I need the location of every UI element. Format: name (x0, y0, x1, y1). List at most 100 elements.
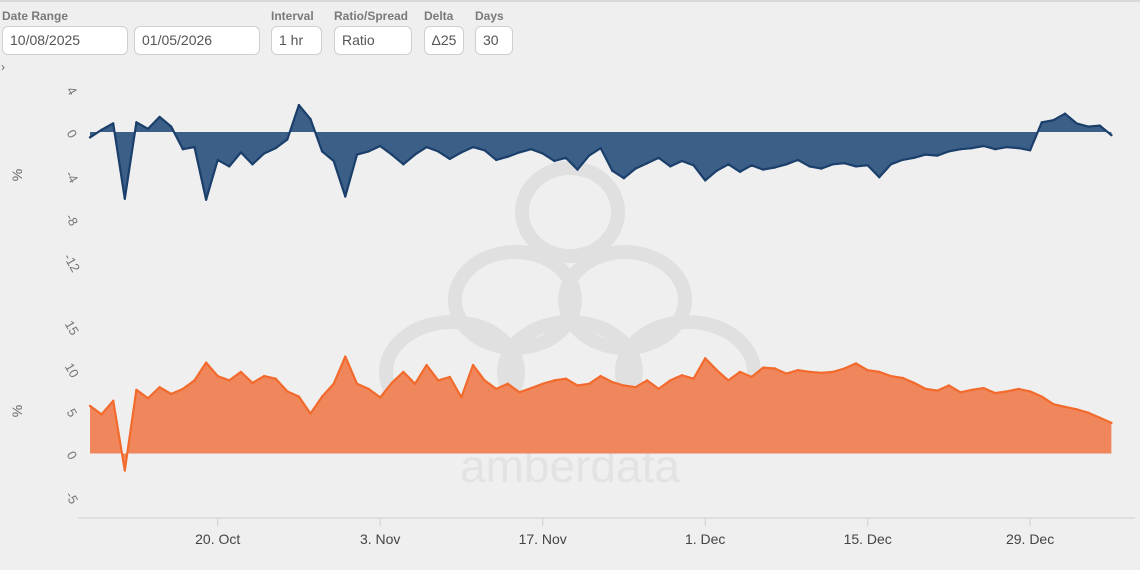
data-point (820, 371, 823, 374)
x-tick-label: 17. Nov (519, 531, 567, 547)
data-point (553, 159, 556, 163)
data-point (831, 163, 834, 166)
data-point (239, 151, 243, 154)
days-select[interactable]: 30 (475, 26, 513, 55)
data-point (1040, 395, 1044, 398)
data-point (1087, 411, 1090, 414)
data-point (204, 198, 208, 201)
data-point (808, 165, 811, 168)
data-point (529, 386, 533, 390)
data-point (158, 115, 161, 119)
data-point (181, 387, 185, 391)
data-point (738, 370, 742, 374)
data-point (251, 163, 254, 166)
series-area (90, 105, 1112, 200)
top-divider (0, 0, 1140, 2)
y-tick-label: 10 (62, 360, 82, 380)
data-point (727, 379, 730, 382)
data-point (1052, 119, 1055, 122)
data-point (924, 153, 927, 156)
data-point (483, 149, 486, 152)
y-tick-label: -4 (63, 168, 82, 186)
data-point (251, 381, 254, 385)
data-point (355, 153, 359, 156)
series-area (90, 356, 1112, 471)
data-point (88, 136, 92, 139)
data-point (657, 156, 660, 159)
data-point (553, 379, 556, 382)
data-point (123, 469, 127, 472)
data-point (506, 382, 509, 385)
data-point (402, 370, 405, 374)
data-point (100, 128, 103, 131)
data-point (680, 374, 684, 377)
data-point (518, 391, 521, 394)
data-point (262, 374, 266, 378)
data-point (112, 122, 115, 125)
data-point (274, 377, 277, 380)
data-point (483, 379, 486, 382)
data-point (669, 165, 672, 168)
data-point (1063, 112, 1067, 115)
data-point (611, 169, 614, 172)
data-point (274, 146, 277, 150)
data-point (413, 382, 417, 385)
x-tick-label: 15. Dec (844, 531, 892, 547)
data-point (645, 162, 649, 165)
data-point (773, 166, 776, 169)
data-point (402, 163, 405, 166)
data-point (866, 164, 869, 167)
days-control: Days 30 (475, 8, 513, 55)
data-point (982, 144, 985, 148)
delta-select[interactable]: Δ25 (424, 26, 464, 55)
data-point (123, 197, 127, 200)
interval-select[interactable]: 1 hr (271, 26, 322, 55)
data-point (936, 154, 939, 157)
expand-chevron-icon[interactable]: › (1, 60, 5, 74)
data-point (657, 387, 660, 391)
ratio-spread-select[interactable]: Ratio (334, 26, 412, 55)
data-point (390, 153, 393, 156)
data-point (425, 363, 428, 367)
x-tick-label: 1. Dec (685, 531, 725, 547)
data-point (587, 154, 591, 157)
data-point (228, 379, 231, 382)
data-point (541, 382, 544, 385)
data-point (495, 158, 498, 162)
data-point (112, 399, 115, 402)
y-tick-label: 15 (62, 318, 82, 338)
data-point (367, 150, 370, 153)
data-point (564, 377, 568, 380)
data-point (994, 391, 997, 395)
data-point (762, 366, 765, 369)
data-point (1098, 416, 1102, 419)
data-point (355, 382, 359, 385)
data-point (645, 379, 649, 382)
ratio-spread-control: Ratio/Spread Ratio (334, 8, 412, 55)
data-point (785, 163, 788, 166)
data-point (100, 413, 103, 416)
data-point (390, 381, 393, 385)
data-point (170, 125, 173, 128)
data-point (576, 168, 579, 171)
data-point (901, 158, 904, 162)
y-tick-label: 5 (64, 406, 81, 420)
data-point (170, 392, 173, 396)
data-point (181, 148, 185, 151)
data-point (193, 379, 196, 382)
end-date-input[interactable]: 01/05/2026 (134, 26, 260, 55)
data-point (1110, 134, 1113, 137)
data-point (1040, 121, 1044, 124)
data-point (680, 159, 684, 163)
data-point (135, 121, 138, 124)
data-point (1028, 149, 1032, 152)
data-point (901, 376, 904, 380)
data-point (854, 165, 858, 168)
data-point (843, 367, 846, 370)
data-point (715, 169, 718, 172)
data-point (959, 148, 962, 151)
data-point (437, 150, 440, 153)
start-date-input[interactable]: 10/08/2025 (2, 26, 128, 55)
data-point (437, 379, 440, 382)
